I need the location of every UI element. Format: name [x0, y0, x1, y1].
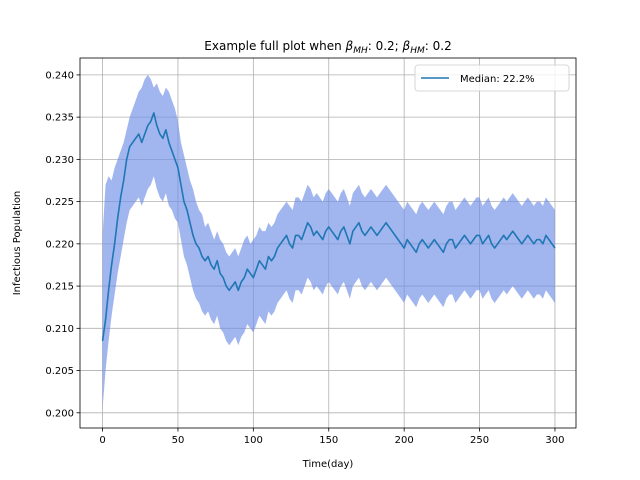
- title-prefix: Example full plot when: [204, 39, 345, 53]
- y-tick-label: 0.225: [45, 197, 74, 208]
- confidence-band-layer: [102, 74, 555, 409]
- confidence-band: [102, 74, 555, 409]
- y-tick-label: 0.220: [45, 239, 74, 250]
- y-tick-label: 0.240: [45, 70, 74, 81]
- y-tick-label: 0.210: [45, 324, 74, 335]
- chart-title: Example full plot when βMH: 0.2; βHM: 0.…: [204, 39, 451, 56]
- title-suffix: : 0.2: [425, 39, 452, 53]
- x-tick-label: 50: [172, 435, 185, 446]
- median-line: [101, 112, 556, 342]
- y-tick-label: 0.230: [45, 155, 74, 166]
- x-axis-ticks: 0 50 100 150 200 250 300: [99, 428, 565, 446]
- y-tick-label: 0.200: [45, 408, 74, 419]
- x-axis-label: Time(day): [302, 459, 354, 470]
- legend: Median: 22.2%: [414, 64, 570, 92]
- legend-label-median: Median: 22.2%: [460, 74, 535, 85]
- x-tick-label: 150: [319, 435, 338, 446]
- y-axis-ticks: 0.200 0.205 0.210 0.215 0.220 0.225 0.230 0.235…: [45, 70, 80, 419]
- title-beta-mh-subscript: MH: [353, 46, 368, 56]
- title-beta-hm-subscript: HM: [410, 46, 425, 56]
- median-line-layer: [101, 112, 556, 342]
- x-tick-label: 100: [244, 435, 263, 446]
- x-tick-label: 300: [545, 435, 564, 446]
- y-axis-label: Infectious Population: [12, 191, 23, 296]
- y-tick-label: 0.215: [45, 282, 74, 293]
- x-tick-label: 200: [395, 435, 414, 446]
- y-tick-label: 0.205: [45, 366, 74, 377]
- x-tick-label: 0: [99, 435, 105, 446]
- legend-box: [414, 64, 570, 92]
- title-mid: : 0.2;: [368, 39, 403, 53]
- y-tick-label: 0.235: [45, 113, 74, 124]
- x-tick-label: 250: [470, 435, 489, 446]
- title-beta-mh: β: [345, 39, 354, 53]
- title-beta-hm: β: [402, 39, 411, 53]
- plot-frame: [79, 57, 577, 429]
